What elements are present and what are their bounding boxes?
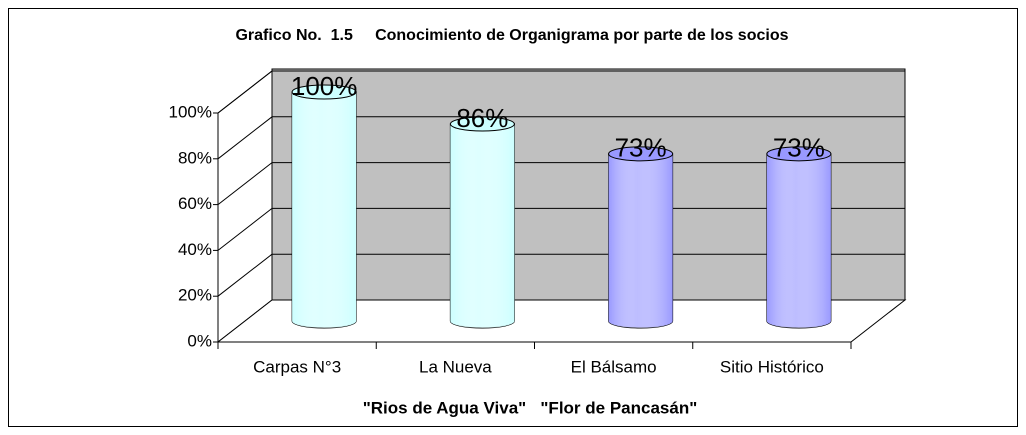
y-tick-label: 60% bbox=[178, 194, 212, 213]
bar-shade bbox=[450, 124, 515, 328]
y-tick-label: 100% bbox=[169, 102, 212, 121]
x-tick-label: Sitio Histórico bbox=[720, 357, 824, 376]
x-tick-label: La Nueva bbox=[419, 357, 492, 376]
bar-shade bbox=[608, 153, 673, 328]
value-label: 73% bbox=[773, 133, 825, 163]
grid-line bbox=[217, 162, 273, 205]
bar-top bbox=[449, 116, 515, 132]
grid-line bbox=[217, 70, 273, 114]
floor bbox=[216, 299, 907, 343]
bar-top bbox=[766, 146, 832, 162]
y-tick-label: 0% bbox=[187, 331, 212, 350]
y-tick-label: 80% bbox=[178, 148, 212, 167]
bar bbox=[449, 116, 515, 329]
grid-line bbox=[217, 116, 273, 160]
value-label: 73% bbox=[615, 133, 667, 163]
bar-shade bbox=[766, 153, 831, 328]
chart-title: Grafico No. 1.5 Conocimiento de Organigr… bbox=[235, 27, 788, 44]
y-tick-label: 20% bbox=[178, 286, 212, 305]
y-tick-label: 40% bbox=[178, 240, 212, 259]
x-tick-label: Carpas N°3 bbox=[253, 357, 341, 376]
side-wall bbox=[217, 69, 273, 344]
bar-shade bbox=[292, 92, 357, 328]
bar bbox=[608, 146, 674, 329]
value-label: 100% bbox=[291, 71, 358, 101]
bar-top bbox=[608, 146, 674, 162]
bar bbox=[766, 146, 832, 329]
x-axis-title: "Rios de Agua Viva" "Flor de Pancasán" bbox=[363, 398, 698, 417]
value-label: 86% bbox=[456, 103, 508, 133]
bar-top bbox=[291, 84, 357, 100]
bar bbox=[291, 84, 357, 329]
grid-line bbox=[217, 253, 273, 297]
x-tick-label: El Bálsamo bbox=[571, 357, 657, 376]
grid-line bbox=[217, 208, 273, 251]
